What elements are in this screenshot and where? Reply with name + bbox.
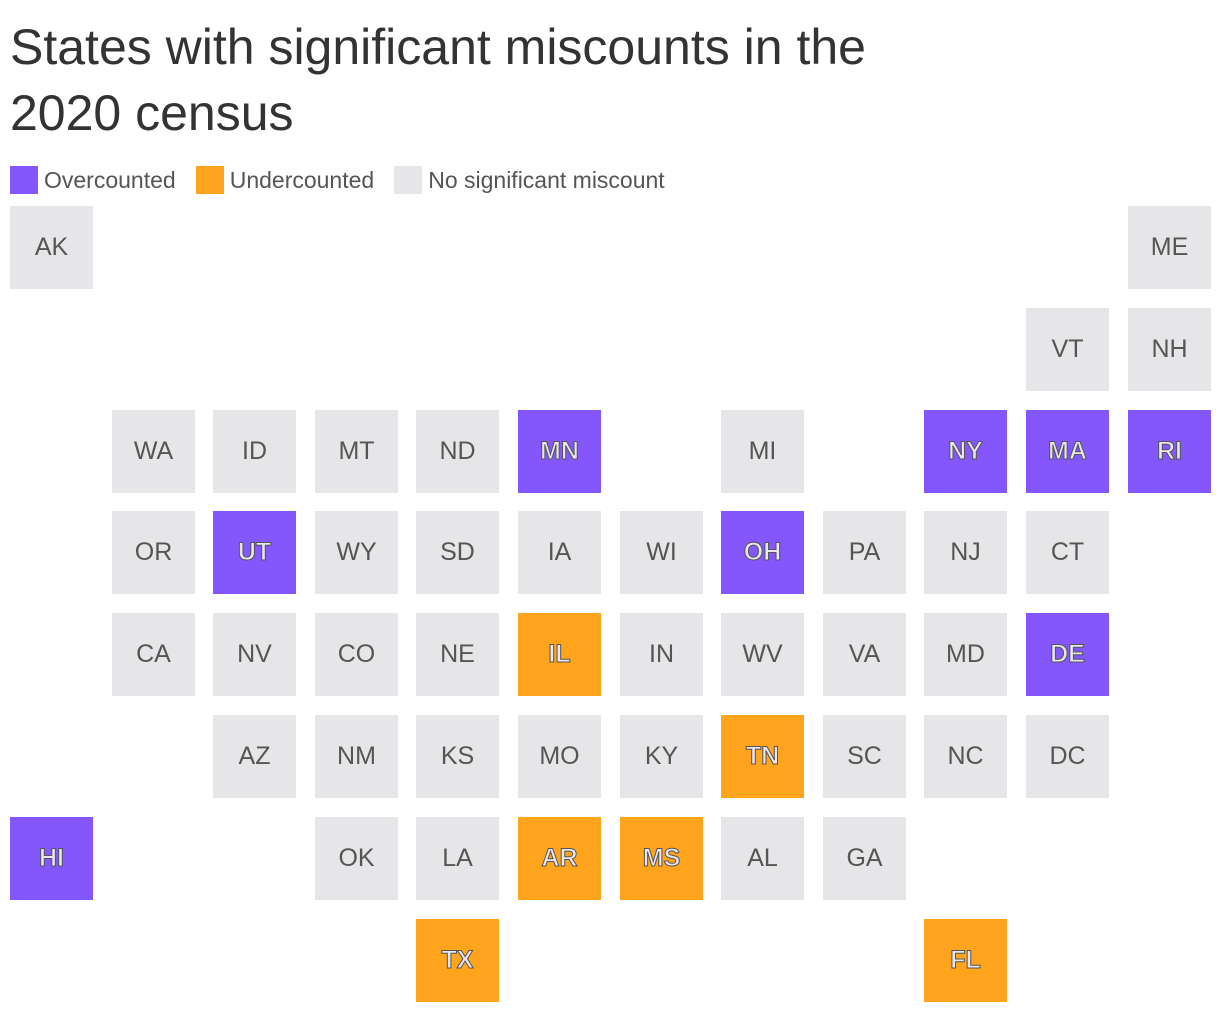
state-tile-co: CO xyxy=(315,613,398,696)
state-tile-ok: OK xyxy=(315,817,398,900)
legend-swatch-over xyxy=(10,166,38,194)
state-tile-la: LA xyxy=(416,817,499,900)
state-tile-wa: WA xyxy=(112,410,195,493)
state-tile-in: IN xyxy=(620,613,703,696)
state-tile-ny: NY xyxy=(924,410,1007,493)
legend-label-over: Overcounted xyxy=(44,166,176,193)
legend-item-under: Undercounted xyxy=(195,166,375,194)
state-tile-dc: DC xyxy=(1026,715,1109,798)
state-tile-wi: WI xyxy=(620,511,703,594)
state-tile-mn: MN xyxy=(518,410,601,493)
state-tile-sd: SD xyxy=(416,511,499,594)
state-tile-nj: NJ xyxy=(924,511,1007,594)
state-tile-ca: CA xyxy=(112,613,195,696)
state-tile-de: DE xyxy=(1026,613,1109,696)
state-tile-ms: MS xyxy=(620,817,703,900)
state-tile-vt: VT xyxy=(1026,308,1109,391)
legend-swatch-none xyxy=(394,166,423,194)
state-tile-fl: FL xyxy=(924,919,1007,1002)
state-tile-ak: AK xyxy=(10,206,93,289)
state-tile-wy: WY xyxy=(315,511,398,594)
legend: Overcounted Undercounted No significant mi… xyxy=(10,166,685,194)
state-tile-nm: NM xyxy=(315,715,398,798)
legend-item-none: No significant miscount xyxy=(394,166,665,194)
state-tile-nv: NV xyxy=(213,613,296,696)
state-tile-tx: TX xyxy=(416,919,499,1002)
state-tile-id: ID xyxy=(213,410,296,493)
state-tile-nc: NC xyxy=(924,715,1007,798)
state-tile-ut: UT xyxy=(213,511,296,594)
state-tile-ky: KY xyxy=(620,715,703,798)
state-tile-or: OR xyxy=(112,511,195,594)
state-tile-ct: CT xyxy=(1026,511,1109,594)
state-tile-al: AL xyxy=(721,817,804,900)
legend-item-over: Overcounted xyxy=(10,166,176,194)
state-tile-mi: MI xyxy=(721,410,804,493)
state-tile-ma: MA xyxy=(1026,410,1109,493)
chart-title: States with significant miscounts in the… xyxy=(10,19,866,141)
state-tile-me: ME xyxy=(1128,206,1211,289)
state-tile-tn: TN xyxy=(721,715,804,798)
state-tile-oh: OH xyxy=(721,511,804,594)
legend-label-under: Undercounted xyxy=(229,166,375,193)
state-tile-md: MD xyxy=(924,613,1007,696)
state-tile-nh: NH xyxy=(1128,308,1211,391)
legend-swatch-under xyxy=(195,166,224,194)
state-tile-mo: MO xyxy=(518,715,601,798)
state-tile-pa: PA xyxy=(823,511,906,594)
state-tile-mt: MT xyxy=(315,410,398,493)
state-tile-il: IL xyxy=(518,613,601,696)
state-tile-ia: IA xyxy=(518,511,601,594)
state-tile-ne: NE xyxy=(416,613,499,696)
legend-label-none: No significant miscount xyxy=(428,166,665,193)
state-tile-hi: HI xyxy=(10,817,93,900)
state-tile-nd: ND xyxy=(416,410,499,493)
state-tile-wv: WV xyxy=(721,613,804,696)
state-tile-sc: SC xyxy=(823,715,906,798)
state-tile-ga: GA xyxy=(823,817,906,900)
state-tile-ri: RI xyxy=(1128,410,1211,493)
state-tile-az: AZ xyxy=(213,715,296,798)
state-tile-ar: AR xyxy=(518,817,601,900)
state-tile-va: VA xyxy=(823,613,906,696)
state-tile-ks: KS xyxy=(416,715,499,798)
